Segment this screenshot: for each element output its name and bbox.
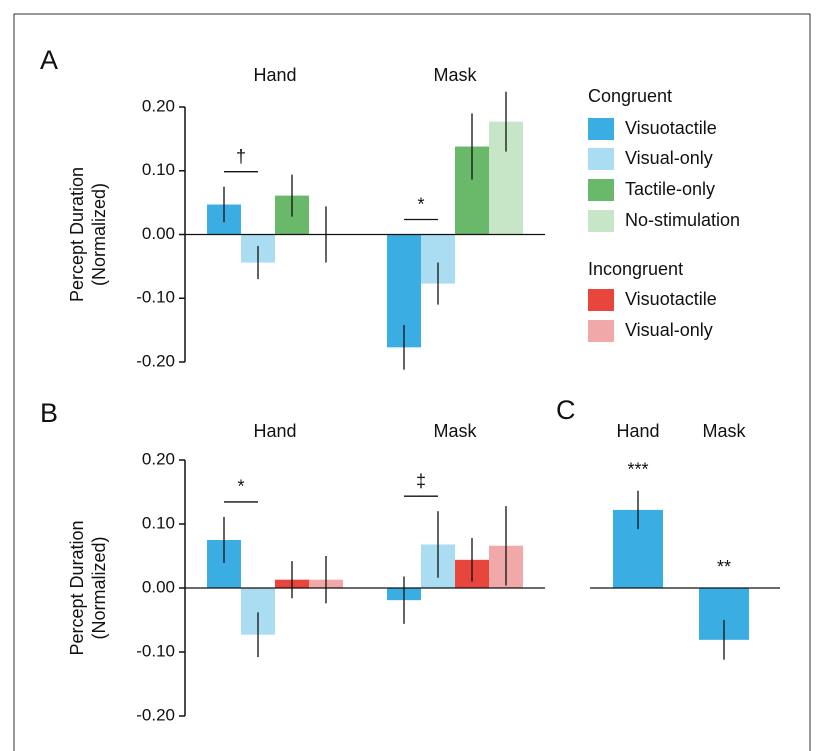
legend-label: Tactile-only xyxy=(625,179,715,199)
legend: Congruent Incongruent xyxy=(588,86,683,279)
annotation: † xyxy=(236,146,246,166)
annotation: ** xyxy=(717,557,731,577)
category-label: Mask xyxy=(702,421,746,441)
y-axis-label: Percept Duration xyxy=(67,167,87,302)
legend-title: Congruent xyxy=(588,86,672,106)
y-tick-label: 0.10 xyxy=(142,513,175,532)
annotation: ‡ xyxy=(416,471,426,491)
y-tick-label: 0.00 xyxy=(142,224,175,243)
category-label: Hand xyxy=(616,421,659,441)
legend-swatch xyxy=(588,148,614,170)
category-label: Mask xyxy=(433,65,477,85)
legend-label: Visuotactile xyxy=(625,289,717,309)
legend-label: Visual-only xyxy=(625,148,713,168)
y-axis-label: (Normalized) xyxy=(89,183,109,286)
legend-swatch xyxy=(588,179,614,201)
panel-label: B xyxy=(40,398,58,428)
annotation: *** xyxy=(627,459,648,479)
annotation: * xyxy=(237,477,244,497)
legend-swatch xyxy=(588,210,614,232)
y-tick-label: -0.20 xyxy=(136,705,175,724)
y-tick-label: 0.20 xyxy=(142,96,175,115)
y-tick-label: -0.20 xyxy=(136,351,175,370)
y-tick-label: 0.20 xyxy=(142,449,175,468)
legend-label: No-stimulation xyxy=(625,210,740,230)
annotation: * xyxy=(417,194,424,214)
panel-label: C xyxy=(556,395,576,425)
y-tick-label: -0.10 xyxy=(136,288,175,307)
y-axis-label: (Normalized) xyxy=(89,536,109,639)
legend-swatch xyxy=(588,289,614,311)
legend-swatch xyxy=(588,320,614,342)
y-tick-label: 0.00 xyxy=(142,577,175,596)
y-tick-label: 0.10 xyxy=(142,160,175,179)
legend-title: Incongruent xyxy=(588,259,683,279)
legend-label: Visuotactile xyxy=(625,118,717,138)
y-axis-label: Percept Duration xyxy=(67,520,87,655)
panel-label: A xyxy=(40,45,58,75)
legend-swatch xyxy=(588,118,614,140)
category-label: Hand xyxy=(253,421,296,441)
legend-label: Visual-only xyxy=(625,320,713,340)
category-label: Hand xyxy=(253,65,296,85)
category-label: Mask xyxy=(433,421,477,441)
y-tick-label: -0.10 xyxy=(136,641,175,660)
frame xyxy=(13,13,811,751)
